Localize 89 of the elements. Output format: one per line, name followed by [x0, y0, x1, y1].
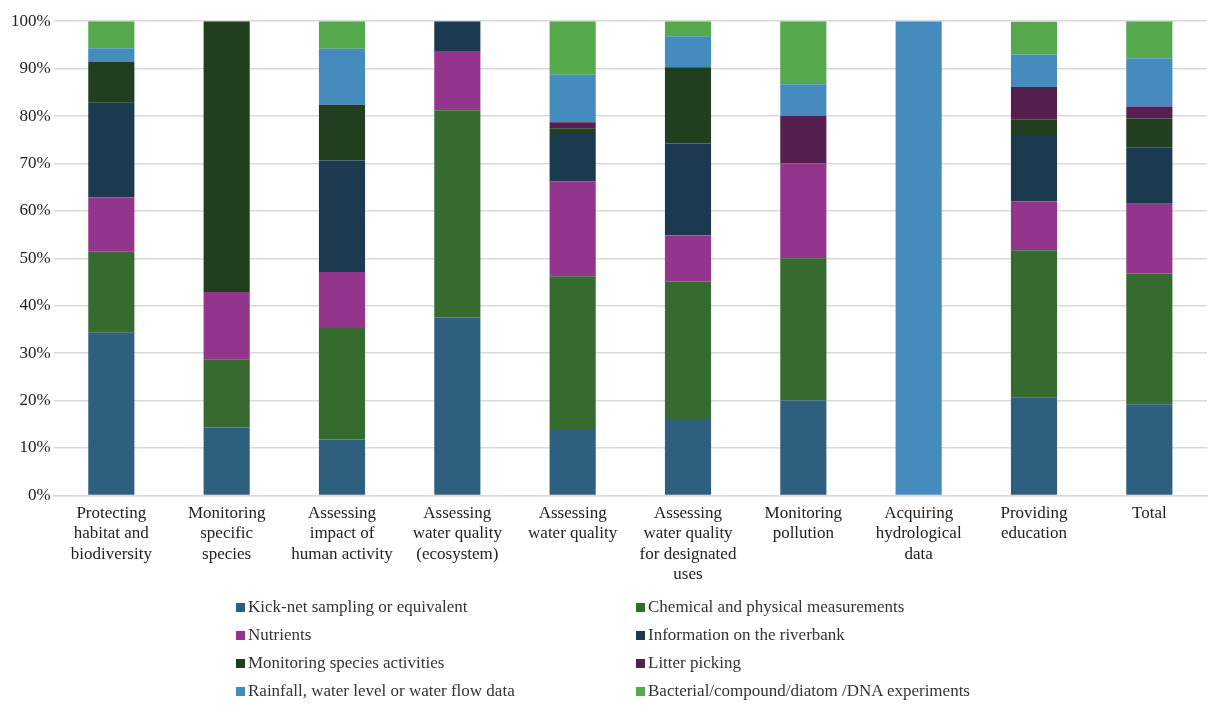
bar [549, 128, 596, 135]
bar [780, 84, 827, 117]
bar [664, 281, 712, 420]
x-tick-label: Assessing water quality for designated uses [639, 503, 737, 584]
bar [780, 116, 827, 164]
y-tick-label: 40% [19, 295, 51, 315]
y-tick-label: 70% [19, 152, 51, 172]
bar [664, 36, 712, 68]
bar [549, 122, 596, 129]
bar [780, 21, 827, 85]
bar [549, 276, 596, 430]
bar [318, 272, 366, 329]
legend-label: Rainfall, water level or water flow data [248, 681, 515, 701]
bar [895, 21, 942, 495]
legend-label: Chemical and physical measurements [648, 597, 905, 617]
bar [780, 163, 827, 259]
bar [780, 400, 827, 495]
y-tick-label: 80% [19, 105, 51, 125]
bar [664, 235, 712, 282]
bar [318, 21, 366, 49]
x-tick-label: Monitoring pollution [764, 503, 843, 543]
bar [1010, 135, 1058, 202]
x-tick-label: Monitoring specific species [187, 503, 266, 563]
bar [549, 21, 596, 75]
bar [434, 51, 481, 111]
bar [664, 143, 712, 236]
x-tick-label: Providing education [1000, 503, 1069, 543]
bar [1126, 203, 1173, 274]
bar [88, 61, 135, 103]
bar [203, 359, 250, 428]
legend-label: Nutrients [248, 625, 312, 645]
bar [549, 74, 596, 123]
legend-label: Bacterial/compound/diatom /DNA experiments [648, 681, 970, 701]
bar [434, 21, 481, 52]
bar [434, 317, 481, 495]
x-tick-label: Acquiring hydrological data [875, 503, 962, 563]
bar [1126, 118, 1173, 148]
bar [318, 439, 366, 495]
bar [664, 67, 712, 144]
bar [1126, 106, 1173, 119]
bar [318, 160, 366, 273]
bar [1126, 273, 1173, 405]
bar [1010, 250, 1058, 398]
legend-label: Litter picking [648, 653, 742, 673]
bar [1010, 21, 1058, 55]
bar [549, 134, 596, 182]
bar [88, 48, 135, 62]
bar [1010, 397, 1058, 495]
y-tick-label: 30% [19, 342, 51, 362]
bar [664, 419, 712, 495]
bar [318, 48, 366, 105]
legend-label: Information on the riverbank [648, 625, 845, 645]
bar [664, 21, 712, 37]
x-tick-label: Total [1131, 503, 1167, 523]
bar [318, 104, 366, 161]
bar [780, 258, 827, 401]
bar [549, 181, 596, 277]
bar [88, 21, 135, 49]
bar [203, 291, 250, 360]
y-tick-label: 50% [19, 247, 51, 267]
x-tick-label: Protecting habitat and biodiversity [70, 503, 153, 563]
y-tick-label: 10% [19, 437, 51, 457]
bar [88, 197, 135, 252]
bar [88, 251, 135, 333]
bar [1126, 21, 1173, 59]
bar [203, 21, 250, 292]
y-tick-label: 100% [10, 10, 51, 30]
bar [1010, 119, 1058, 136]
bar [88, 102, 135, 198]
x-tick-label: Assessing water quality (ecosystem) [412, 503, 503, 563]
legend-label: Monitoring species activities [248, 653, 445, 673]
y-tick-label: 20% [19, 390, 51, 410]
bar [434, 110, 481, 318]
bar [1126, 58, 1173, 107]
y-tick-label: 0% [27, 484, 51, 504]
bar [88, 332, 135, 495]
x-tick-label: Assessing impact of human activity [291, 503, 394, 563]
x-tick-label: Assessing water quality [528, 503, 618, 543]
y-tick-label: 60% [19, 200, 51, 220]
bar [1126, 147, 1173, 204]
y-tick-label: 90% [19, 58, 51, 78]
legend-label: Kick-net sampling or equivalent [248, 597, 468, 617]
bar [203, 427, 250, 495]
bar [1010, 54, 1058, 88]
bar [1126, 404, 1173, 495]
bar [549, 429, 596, 495]
bar [318, 328, 366, 440]
bar [1010, 87, 1058, 120]
bar [1010, 201, 1058, 251]
